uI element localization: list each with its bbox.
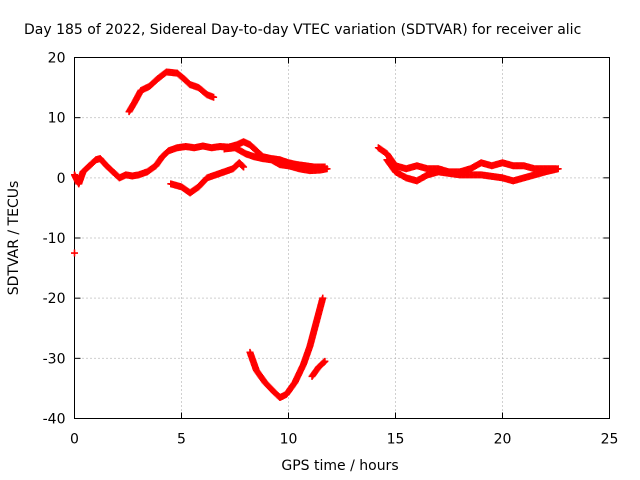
- series-arc-right-a: [374, 144, 560, 176]
- y-tick-label: -20: [43, 291, 66, 307]
- y-tick-label: -30: [43, 351, 66, 367]
- y-tick-label: 0: [57, 171, 66, 187]
- data-point: [320, 358, 328, 366]
- x-tick-label: 5: [177, 432, 186, 448]
- y-axis-label: SDTVAR / TECUs: [6, 181, 22, 296]
- x-tick-label: 15: [387, 432, 405, 448]
- data-point: [71, 249, 78, 257]
- data-point: [240, 163, 248, 171]
- data-point: [323, 165, 331, 173]
- data-point: [319, 294, 327, 302]
- x-tick-label: 20: [494, 432, 512, 448]
- data-points: [71, 68, 562, 401]
- data-point: [239, 162, 247, 170]
- x-tick-label: 25: [601, 432, 619, 448]
- grid-lines: [74, 57, 610, 419]
- series-arc-right-b: [383, 156, 562, 185]
- series-arc-dip: [167, 159, 248, 197]
- y-tick-label: -40: [43, 412, 66, 428]
- axis-ticks: 0 5 10 15 20 25 -40 -30 -20 -10 0 10 20: [43, 51, 619, 448]
- x-tick-label: 0: [70, 432, 79, 448]
- x-tick-label: 10: [280, 432, 298, 448]
- series-stray: [71, 249, 78, 257]
- series-arc-main-lower: [220, 144, 331, 175]
- chart-title: Day 185 of 2022, Sidereal Day-to-day VTE…: [24, 22, 581, 38]
- y-tick-label: 20: [48, 51, 66, 67]
- series-arc-deep: [246, 294, 327, 401]
- series-arc-deep-tail: [308, 357, 329, 380]
- y-tick-label: -10: [43, 231, 66, 247]
- x-axis-label: GPS time / hours: [281, 458, 398, 474]
- data-point: [321, 357, 329, 365]
- data-point: [210, 93, 218, 101]
- series-arc-upper: [125, 68, 218, 116]
- data-point: [554, 165, 562, 173]
- y-tick-label: 10: [48, 111, 66, 127]
